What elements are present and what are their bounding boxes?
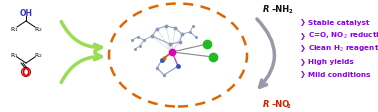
Text: O: O	[22, 67, 30, 77]
Text: ❯: ❯	[300, 32, 306, 39]
Text: R$_2$: R$_2$	[34, 51, 42, 60]
Text: –NO: –NO	[271, 100, 289, 109]
Text: C=O, NO$_2$ reduction: C=O, NO$_2$ reduction	[308, 31, 378, 41]
Text: –NH: –NH	[271, 5, 289, 14]
Text: Stable catalyst: Stable catalyst	[308, 20, 369, 26]
Text: R: R	[263, 5, 270, 14]
Text: Mild conditions: Mild conditions	[308, 71, 370, 77]
Text: R: R	[263, 100, 270, 109]
Text: R$_1$: R$_1$	[9, 25, 19, 34]
Text: Clean H$_2$ reagent: Clean H$_2$ reagent	[308, 43, 378, 54]
Text: 2: 2	[289, 9, 293, 14]
Text: OH: OH	[20, 8, 33, 17]
Text: ❯: ❯	[300, 45, 306, 52]
Text: 2: 2	[287, 103, 291, 108]
Text: ❯: ❯	[300, 58, 306, 65]
Text: R$_2$: R$_2$	[34, 25, 42, 34]
Text: High yields: High yields	[308, 58, 354, 64]
Text: R$_1$: R$_1$	[9, 51, 19, 60]
Text: ❯: ❯	[300, 71, 306, 78]
Text: ❯: ❯	[300, 19, 306, 26]
